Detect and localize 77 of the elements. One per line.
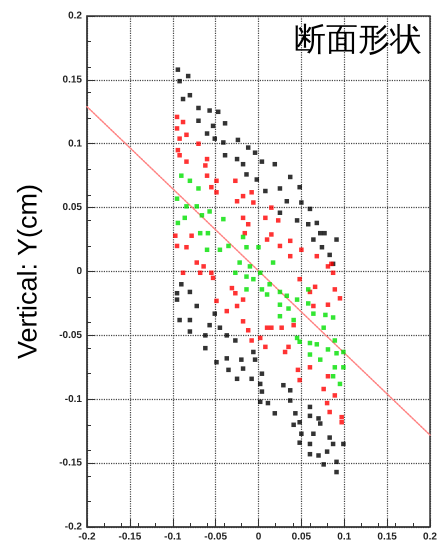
y-tick-label: 0.1 xyxy=(68,138,82,150)
point xyxy=(204,248,210,252)
x-tick-label: -0.05 xyxy=(204,532,228,542)
point xyxy=(237,260,242,265)
point xyxy=(323,312,328,318)
point xyxy=(278,290,282,294)
y-tick-label: 0.15 xyxy=(62,74,82,86)
point xyxy=(286,306,291,311)
point xyxy=(196,186,201,191)
point xyxy=(318,357,322,362)
point xyxy=(251,276,256,282)
y-tick-label: 0 xyxy=(76,266,82,277)
point xyxy=(206,230,210,236)
point xyxy=(244,274,249,279)
point xyxy=(341,365,346,370)
y-tick-label: 0.2 xyxy=(68,10,82,22)
x-tick-label: 0.1 xyxy=(337,532,352,542)
x-tick-label: -0.1 xyxy=(164,532,182,542)
x-tick-label: 0.15 xyxy=(377,532,398,542)
x-tick-label: -0.2 xyxy=(78,532,96,542)
point xyxy=(184,204,189,209)
point xyxy=(311,311,316,316)
y-tick-label: -0.05 xyxy=(59,330,82,341)
point xyxy=(207,209,212,214)
point xyxy=(244,287,249,292)
point xyxy=(188,178,192,184)
point xyxy=(244,244,249,250)
point xyxy=(308,340,312,346)
point xyxy=(297,340,302,344)
point xyxy=(200,213,204,218)
point xyxy=(270,260,276,265)
point xyxy=(221,216,226,222)
point xyxy=(294,336,300,340)
point xyxy=(306,287,310,292)
point xyxy=(306,301,310,306)
point xyxy=(176,220,180,226)
point xyxy=(308,352,312,357)
point xyxy=(341,350,346,354)
point xyxy=(248,264,252,269)
y-tick-label: -0.15 xyxy=(59,458,82,469)
point xyxy=(174,196,180,201)
point xyxy=(278,302,282,307)
point xyxy=(314,342,320,347)
y-tick-label: -0.1 xyxy=(64,394,82,405)
point xyxy=(182,216,188,220)
point xyxy=(321,325,326,330)
point xyxy=(240,234,246,240)
point xyxy=(258,270,262,276)
point xyxy=(332,338,338,343)
point xyxy=(218,248,222,252)
point xyxy=(267,282,272,287)
point xyxy=(179,173,184,178)
point xyxy=(330,374,336,379)
y-tick-label: -0.2 xyxy=(64,522,82,532)
point xyxy=(332,365,338,370)
chart-title: 断面形状 xyxy=(294,21,422,57)
point xyxy=(284,294,290,298)
point xyxy=(334,351,339,356)
point xyxy=(260,287,264,292)
point xyxy=(256,244,261,250)
point xyxy=(264,292,270,297)
point xyxy=(326,347,330,352)
point xyxy=(233,270,238,276)
y-tick-label: 0.05 xyxy=(62,202,82,214)
x-tick-label: 0 xyxy=(256,532,262,542)
point xyxy=(291,318,296,322)
x-tick-label: 0.2 xyxy=(423,532,438,542)
point xyxy=(194,204,200,209)
point xyxy=(294,297,300,302)
point xyxy=(278,314,282,318)
x-tick-label: 0.05 xyxy=(292,532,312,542)
point xyxy=(198,230,202,236)
point xyxy=(226,244,231,248)
point xyxy=(330,315,336,320)
point xyxy=(338,382,342,386)
x-tick-label: -0.15 xyxy=(118,532,142,542)
y-axis-title: Vertical: Y(cm) xyxy=(12,184,42,360)
